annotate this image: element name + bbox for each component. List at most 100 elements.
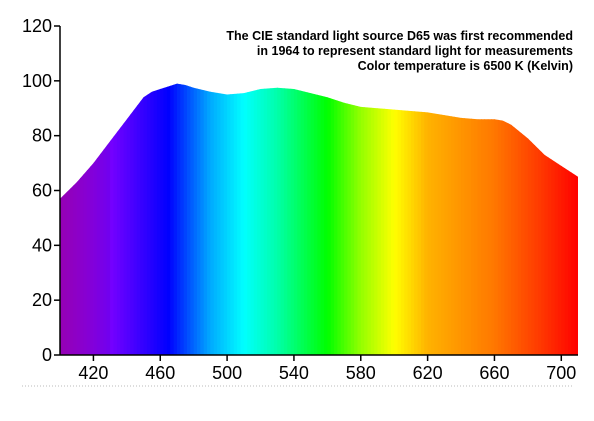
x-tick-label: 580 — [346, 363, 376, 383]
spectrum-band — [160, 83, 165, 355]
spectrum-band — [497, 83, 502, 355]
spectrum-band — [240, 83, 245, 355]
spectrum-band — [113, 83, 118, 355]
spectrum-band — [270, 83, 275, 355]
y-tick-label: 100 — [22, 71, 52, 91]
spectrum-band — [183, 83, 188, 355]
y-tick-label: 120 — [22, 16, 52, 36]
spectrum-band — [267, 83, 272, 355]
spectrum-band — [444, 83, 449, 355]
spectrum-band — [477, 83, 482, 355]
x-tick-label: 500 — [212, 363, 242, 383]
spectrum-band — [180, 83, 185, 355]
spectrum-band — [163, 83, 168, 355]
spectrum-band — [280, 83, 285, 355]
spectrum-band — [96, 83, 101, 355]
spectrum-band — [324, 83, 328, 355]
spectrum-band — [567, 83, 572, 355]
spectrum-band — [557, 83, 562, 355]
spectrum-band — [146, 83, 151, 355]
spectrum-band — [100, 83, 105, 355]
y-tick-label: 60 — [32, 181, 52, 201]
spectrum-band — [150, 83, 155, 355]
spectrum-band — [303, 83, 308, 355]
spectrum-band — [414, 83, 419, 355]
spectrum-band — [344, 83, 349, 355]
spectrum-band — [133, 83, 138, 355]
spectrum-band — [250, 83, 255, 355]
spectrum-band — [247, 83, 252, 355]
spectrum-band — [430, 83, 435, 355]
spectrum-band — [76, 83, 81, 355]
spectrum-band — [80, 83, 84, 355]
spectrum-band — [70, 83, 74, 355]
spectrum-band — [451, 83, 455, 355]
annotation-text: The CIE standard light source D65 was fi… — [226, 29, 573, 73]
x-axis-ticks: 420 460 500 540 580 620 660 700 — [78, 355, 576, 383]
spectrum-band — [437, 83, 442, 355]
spectrum-band — [360, 83, 365, 355]
spectrum-band — [143, 83, 148, 355]
spectrum-band — [320, 83, 325, 355]
spectrum-band — [487, 83, 492, 355]
spectrum-band — [200, 83, 205, 355]
spectrum-band — [60, 83, 64, 355]
spectrum-band — [173, 83, 178, 355]
spectrum-band — [507, 83, 512, 355]
spectrum-band — [273, 83, 278, 355]
spectrum-band — [417, 83, 422, 355]
spectrum-band — [153, 83, 158, 355]
spectrum-band — [230, 83, 235, 355]
spectrum-band — [400, 83, 405, 355]
spectrum-band — [514, 83, 519, 355]
spectrum-band — [220, 83, 225, 355]
spectrum-band — [253, 83, 258, 355]
spectrum-band — [90, 83, 95, 355]
spectrum-band — [457, 83, 462, 355]
spectrum-band — [357, 83, 362, 355]
spectrum-band — [287, 83, 292, 355]
spectrum-band — [531, 83, 536, 355]
spectrum-band — [300, 83, 305, 355]
spectrum-band — [297, 83, 302, 355]
x-tick-label: 700 — [546, 363, 576, 383]
spectrum-band — [106, 83, 111, 355]
spectrum-band — [190, 83, 195, 355]
spectrum-band — [511, 83, 516, 355]
spectrum-band — [257, 83, 262, 355]
y-tick-label: 80 — [32, 126, 52, 146]
spectrum-band — [327, 83, 332, 355]
spectrum-band — [223, 83, 228, 355]
spectrum-band — [410, 83, 415, 355]
spectrum-band — [237, 83, 242, 355]
spectrum-band — [544, 83, 549, 355]
spectrum-band — [440, 83, 445, 355]
spectrum-band — [420, 83, 425, 355]
spectrum-band — [380, 83, 385, 355]
spectrum-band — [374, 83, 379, 355]
annotation-line: Color temperature is 6500 K (Kelvin) — [358, 59, 573, 73]
spectrum-band — [73, 83, 78, 355]
spectrum-band — [277, 83, 282, 355]
x-tick-label: 620 — [413, 363, 443, 383]
spectrum-band — [213, 83, 218, 355]
spectrum-band — [260, 83, 265, 355]
spectrum-band — [126, 83, 131, 355]
spectrum-band — [166, 83, 171, 355]
spectrum-band — [197, 83, 201, 355]
spectrum-fill — [60, 83, 578, 355]
spectrum-band — [120, 83, 125, 355]
spectrum-band — [447, 83, 452, 355]
spectrum-band — [313, 83, 318, 355]
spectrum-band — [210, 83, 215, 355]
spectrum-band — [517, 83, 522, 355]
spectrum-band — [364, 83, 369, 355]
spectrum-band — [217, 83, 222, 355]
spectrum-band — [317, 83, 322, 355]
y-tick-label: 0 — [42, 345, 52, 365]
x-tick-label: 540 — [279, 363, 309, 383]
spectrum-band — [461, 83, 465, 355]
spectrum-band — [293, 83, 298, 355]
spectrum-band — [491, 83, 496, 355]
spectrum-band — [186, 83, 191, 355]
